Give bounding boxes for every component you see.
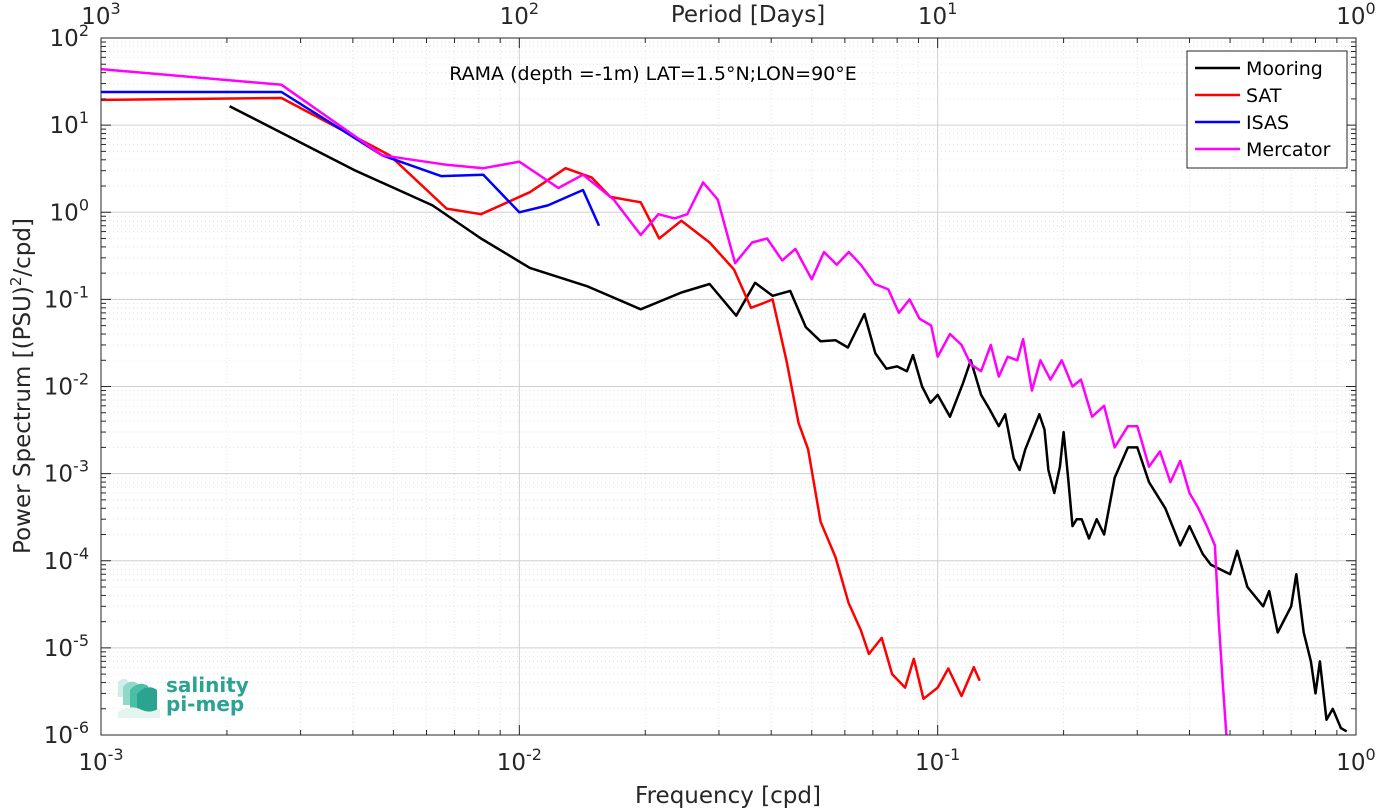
x-tick-label: 10-1 (915, 745, 960, 776)
legend-label-isas: ISAS (1246, 112, 1289, 134)
y-tick-label: 102 (50, 21, 89, 52)
y-tick-label: 10-5 (44, 631, 89, 662)
series-line-sat (101, 96, 981, 701)
x-axis-title: Frequency [cpd] (635, 783, 821, 809)
top-axis-title: Period [Days] (671, 2, 825, 28)
top-tick-label: 103 (81, 0, 120, 30)
x-tick-label: 10-3 (78, 745, 123, 776)
legend-label-mooring: Mooring (1246, 58, 1323, 80)
top-tick-label: 100 (1336, 0, 1375, 30)
legend: Mooring SAT ISAS Mercator (1186, 50, 1348, 169)
series-layer (101, 67, 1348, 735)
logo-emblem-icon (118, 678, 160, 718)
y-tick-label: 10-4 (44, 544, 89, 575)
y-axis-title: Power Spectrum [(PSU)2/cpd] (7, 218, 36, 554)
series-line-mercator (101, 67, 1228, 735)
series-line-mooring (229, 105, 1348, 733)
y-tick-label: 10-3 (44, 457, 89, 488)
salinity-pi-mep-logo: salinity pi-mep (118, 673, 249, 718)
y-tick-label: 100 (50, 195, 89, 226)
y-tick-label: 101 (50, 108, 89, 139)
y-tick-label: 10-2 (44, 370, 89, 401)
top-tick-label: 101 (918, 0, 957, 30)
chart-annotation: RAMA (depth =-1m) LAT=1.5°N;LON=90°E (449, 63, 857, 85)
series-line-isas (101, 90, 601, 227)
x-tick-label: 100 (1336, 745, 1375, 776)
y-tick-label: 10-1 (44, 282, 89, 313)
logo-line1: salinity (166, 673, 249, 697)
x-tick-label: 10-2 (497, 745, 542, 776)
tick-marks (100, 37, 1357, 736)
top-tick-label: 102 (500, 0, 539, 30)
legend-label-sat: SAT (1246, 85, 1282, 107)
logo-line2: pi-mep (166, 692, 244, 716)
y-tick-label: 10-6 (44, 718, 89, 749)
legend-label-mercator: Mercator (1246, 139, 1331, 161)
